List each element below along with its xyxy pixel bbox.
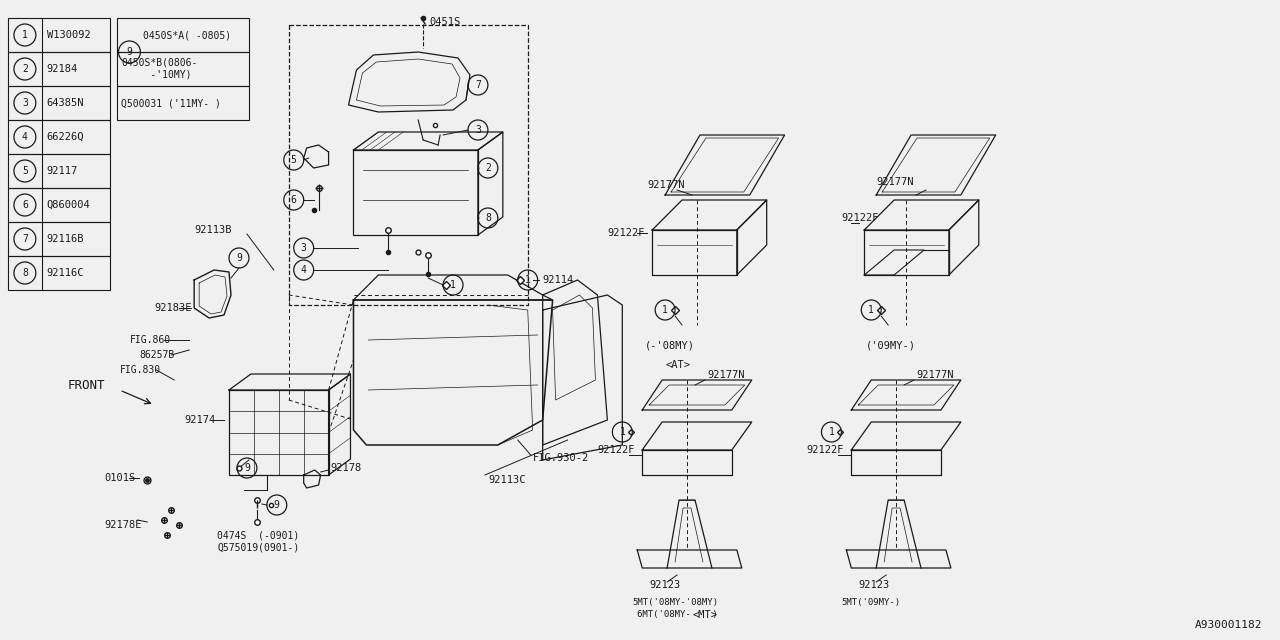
Text: -'10MY): -'10MY) bbox=[122, 69, 192, 79]
Text: 0450S*B(0806-: 0450S*B(0806- bbox=[122, 57, 198, 67]
Text: 92183E: 92183E bbox=[155, 303, 192, 313]
Bar bbox=[353, 150, 477, 235]
Text: 66226Q: 66226Q bbox=[47, 132, 84, 142]
Text: 92113B: 92113B bbox=[195, 225, 232, 235]
Text: 9: 9 bbox=[274, 500, 280, 510]
Text: 92114: 92114 bbox=[543, 275, 573, 285]
Text: FRONT: FRONT bbox=[68, 378, 105, 392]
Text: 6: 6 bbox=[291, 195, 297, 205]
Text: 7: 7 bbox=[475, 80, 481, 90]
Text: 1: 1 bbox=[662, 305, 668, 315]
Text: 2: 2 bbox=[485, 163, 490, 173]
Text: FIG.860: FIG.860 bbox=[129, 335, 170, 345]
Bar bbox=[8, 154, 110, 188]
Text: 92177N: 92177N bbox=[648, 180, 685, 190]
Text: 9: 9 bbox=[244, 463, 250, 473]
Text: 92178E: 92178E bbox=[105, 520, 142, 530]
Text: 3: 3 bbox=[301, 243, 307, 253]
Text: Q860004: Q860004 bbox=[47, 200, 91, 210]
Bar bbox=[8, 86, 110, 120]
Text: 92122F: 92122F bbox=[608, 228, 645, 238]
Text: 1: 1 bbox=[451, 280, 456, 290]
Text: 5MT('08MY-'08MY): 5MT('08MY-'08MY) bbox=[632, 598, 718, 607]
Text: 1: 1 bbox=[868, 305, 874, 315]
Bar bbox=[289, 25, 527, 305]
Text: 92113C: 92113C bbox=[488, 475, 525, 485]
Text: 64385N: 64385N bbox=[47, 98, 84, 108]
Bar bbox=[118, 18, 248, 52]
Text: ('09MY-): ('09MY-) bbox=[867, 340, 916, 350]
Text: FIG.930-2: FIG.930-2 bbox=[532, 453, 589, 463]
Text: Q575019(0901-): Q575019(0901-) bbox=[218, 543, 300, 553]
Text: 92116C: 92116C bbox=[47, 268, 84, 278]
Text: 92177N: 92177N bbox=[916, 370, 954, 380]
Text: 92177N: 92177N bbox=[707, 370, 745, 380]
Text: 1: 1 bbox=[22, 30, 28, 40]
Text: 92116B: 92116B bbox=[47, 234, 84, 244]
Text: 92123: 92123 bbox=[649, 580, 681, 590]
Bar bbox=[118, 52, 248, 86]
Bar bbox=[8, 52, 110, 86]
Text: 4: 4 bbox=[22, 132, 28, 142]
Text: 92174: 92174 bbox=[184, 415, 215, 425]
Text: 86257B: 86257B bbox=[140, 350, 174, 360]
Text: A930001182: A930001182 bbox=[1194, 620, 1262, 630]
Text: 8: 8 bbox=[485, 213, 490, 223]
Bar bbox=[229, 390, 329, 475]
Text: 92123: 92123 bbox=[859, 580, 890, 590]
Text: W130092: W130092 bbox=[47, 30, 91, 40]
Text: 5: 5 bbox=[22, 166, 28, 176]
Text: 92122F: 92122F bbox=[806, 445, 844, 455]
Text: 92122F: 92122F bbox=[598, 445, 635, 455]
Text: (-'08MY): (-'08MY) bbox=[645, 340, 695, 350]
Text: 5: 5 bbox=[291, 155, 297, 165]
Bar bbox=[118, 86, 248, 120]
Bar bbox=[8, 188, 110, 222]
Text: 9: 9 bbox=[236, 253, 242, 263]
Text: 3: 3 bbox=[475, 125, 481, 135]
Text: 2: 2 bbox=[22, 64, 28, 74]
Text: 6: 6 bbox=[22, 200, 28, 210]
Bar bbox=[8, 222, 110, 256]
Bar bbox=[8, 120, 110, 154]
Text: 4: 4 bbox=[301, 265, 307, 275]
Text: 7: 7 bbox=[22, 234, 28, 244]
Text: 1: 1 bbox=[828, 427, 835, 437]
Text: 0451S: 0451S bbox=[429, 17, 461, 27]
Text: 3: 3 bbox=[22, 98, 28, 108]
Text: 92122F: 92122F bbox=[841, 213, 879, 223]
Bar bbox=[8, 18, 110, 52]
Text: 8: 8 bbox=[22, 268, 28, 278]
Text: 0101S: 0101S bbox=[105, 473, 136, 483]
Text: 0450S*A( -0805): 0450S*A( -0805) bbox=[143, 30, 232, 40]
Text: 92178: 92178 bbox=[330, 463, 362, 473]
Text: FIG.830: FIG.830 bbox=[119, 365, 160, 375]
Text: 1: 1 bbox=[525, 275, 531, 285]
Text: 92117: 92117 bbox=[47, 166, 78, 176]
Text: 5MT('09MY-): 5MT('09MY-) bbox=[841, 598, 901, 607]
Text: <AT>: <AT> bbox=[666, 360, 690, 370]
Text: 9: 9 bbox=[127, 47, 132, 57]
Text: 6MT('08MY-    ): 6MT('08MY- ) bbox=[637, 611, 718, 620]
Text: 1: 1 bbox=[620, 427, 625, 437]
Text: 0474S  (-0901): 0474S (-0901) bbox=[218, 530, 300, 540]
Text: 92177N: 92177N bbox=[877, 177, 914, 187]
Text: 92184: 92184 bbox=[47, 64, 78, 74]
Bar bbox=[8, 256, 110, 290]
Text: <MT>: <MT> bbox=[692, 610, 717, 620]
Text: Q500031 ('11MY- ): Q500031 ('11MY- ) bbox=[122, 98, 221, 108]
